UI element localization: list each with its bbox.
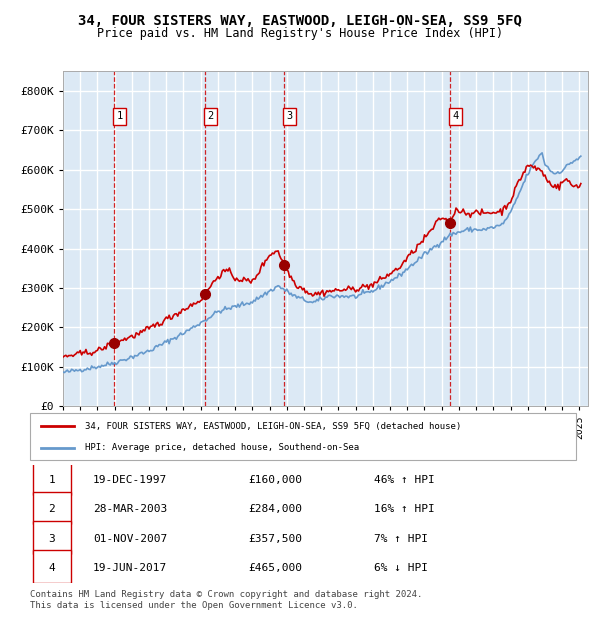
Text: 4: 4: [452, 112, 458, 122]
Text: £357,500: £357,500: [248, 534, 302, 544]
Text: 28-MAR-2003: 28-MAR-2003: [93, 504, 167, 514]
Text: 1: 1: [49, 475, 55, 485]
FancyBboxPatch shape: [33, 492, 71, 525]
Text: 01-NOV-2007: 01-NOV-2007: [93, 534, 167, 544]
Text: 4: 4: [49, 563, 55, 573]
Text: £284,000: £284,000: [248, 504, 302, 514]
Text: 34, FOUR SISTERS WAY, EASTWOOD, LEIGH-ON-SEA, SS9 5FQ: 34, FOUR SISTERS WAY, EASTWOOD, LEIGH-ON…: [78, 14, 522, 28]
Text: 19-DEC-1997: 19-DEC-1997: [93, 475, 167, 485]
Text: 1: 1: [116, 112, 123, 122]
Text: 3: 3: [49, 534, 55, 544]
Text: HPI: Average price, detached house, Southend-on-Sea: HPI: Average price, detached house, Sout…: [85, 443, 359, 452]
Text: 3: 3: [286, 112, 293, 122]
Text: Contains HM Land Registry data © Crown copyright and database right 2024.
This d: Contains HM Land Registry data © Crown c…: [30, 590, 422, 609]
Text: Price paid vs. HM Land Registry's House Price Index (HPI): Price paid vs. HM Land Registry's House …: [97, 27, 503, 40]
Text: 34, FOUR SISTERS WAY, EASTWOOD, LEIGH-ON-SEA, SS9 5FQ (detached house): 34, FOUR SISTERS WAY, EASTWOOD, LEIGH-ON…: [85, 422, 461, 431]
Text: 19-JUN-2017: 19-JUN-2017: [93, 563, 167, 573]
Text: £465,000: £465,000: [248, 563, 302, 573]
Text: 2: 2: [208, 112, 214, 122]
FancyBboxPatch shape: [33, 551, 71, 583]
Text: £160,000: £160,000: [248, 475, 302, 485]
FancyBboxPatch shape: [33, 462, 71, 495]
Text: 2: 2: [49, 504, 55, 514]
Text: 6% ↓ HPI: 6% ↓ HPI: [374, 563, 428, 573]
Text: 16% ↑ HPI: 16% ↑ HPI: [374, 504, 435, 514]
FancyBboxPatch shape: [30, 413, 576, 460]
Text: 46% ↑ HPI: 46% ↑ HPI: [374, 475, 435, 485]
Text: 7% ↑ HPI: 7% ↑ HPI: [374, 534, 428, 544]
FancyBboxPatch shape: [33, 521, 71, 554]
